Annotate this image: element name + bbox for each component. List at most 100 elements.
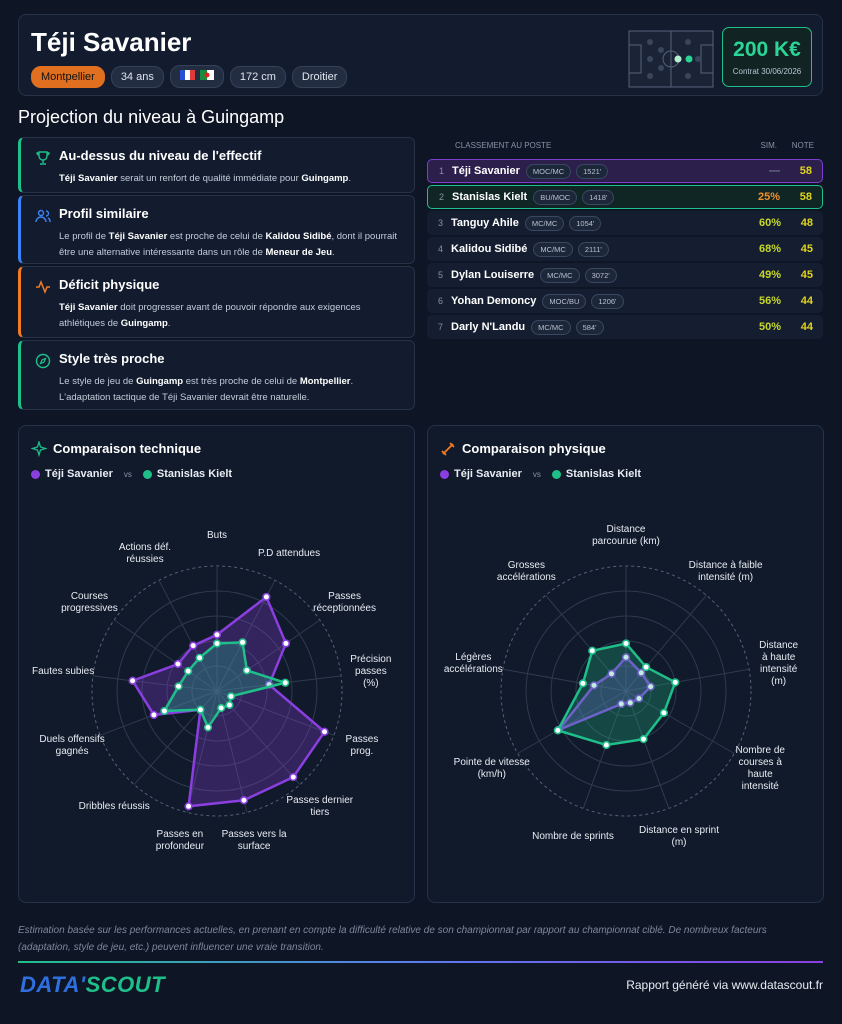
ranking-row: 2 Stanislas Kielt BU/MOC 1418' 25% 58: [427, 185, 823, 209]
price: 200 K€: [733, 38, 801, 61]
ranking-row: 4 Kalidou Sidibé MC/MC 2111' 68% 45: [427, 237, 823, 261]
radar-point: [281, 678, 290, 687]
legend: Téji Savanier vs Stanislas Kielt: [440, 468, 641, 480]
player-name: Stanislas Kielt: [452, 191, 528, 203]
tags: Montpellier 34 ans 172 cm Droitier: [31, 65, 348, 88]
radar-point: [589, 681, 599, 690]
rank: 4: [437, 244, 443, 254]
axis-label: Pointe de vitesse (km/h): [453, 756, 530, 780]
similarity: 68%: [758, 243, 781, 255]
radar-point: [149, 710, 158, 720]
insight-title: Déficit physique: [59, 277, 160, 292]
spoke: [158, 580, 218, 692]
insight-text: Téji Savanier doit progresser avant de p…: [59, 300, 400, 332]
spoke: [517, 690, 627, 754]
position-tag: MC/MC: [540, 267, 580, 283]
insight-title: Au-dessus du niveau de l'effectif: [59, 148, 262, 163]
radar-point: [128, 676, 137, 685]
chart-title: Comparaison physique: [462, 441, 606, 456]
spoke: [216, 690, 335, 736]
position-tag: MC/MC: [531, 319, 571, 335]
spoke: [133, 690, 218, 785]
legend-label: Téji Savanier: [454, 468, 522, 480]
similarity: —: [769, 165, 780, 177]
player-name: Tanguy Ahile: [451, 217, 519, 229]
player-name: Téji Savanier: [452, 165, 520, 177]
insight-title: Profil similaire: [59, 206, 149, 221]
axis-label: P.D attendues: [257, 547, 321, 559]
flag-icons: [179, 70, 214, 80]
radar-point: [320, 727, 329, 736]
axis-label: Nombre de courses à haute intensité: [735, 744, 785, 792]
minutes-tag: 2111': [577, 241, 609, 257]
radar-point: [621, 653, 631, 662]
text-segment: .: [167, 318, 171, 329]
ranking-title: CLASSEMENT AU POSTE: [455, 141, 552, 150]
player-name: Téji Savanier: [31, 27, 192, 57]
legend-swatch: [551, 469, 561, 479]
radar-area: [554, 655, 653, 733]
chart-icon: [441, 442, 455, 456]
axis-label: Actions déf. réussies: [118, 541, 172, 565]
radar-point: [659, 708, 668, 717]
radar-point: [174, 682, 183, 691]
minutes-tag: 1418': [582, 189, 615, 205]
credit: Rapport généré via www.datascout.fr: [626, 978, 823, 992]
insight-card: Au-dessus du niveau de l'effectif Téji Sa…: [18, 137, 415, 193]
radar-point: [262, 592, 271, 602]
radar-point: [646, 682, 655, 691]
axis-label: Courses progressives: [61, 590, 118, 614]
radar-point: [226, 692, 236, 701]
radar-point: [184, 667, 193, 676]
axis-label: Grosses accélérations: [496, 560, 556, 584]
axis-label: Distance à faible intensité (m): [688, 560, 763, 584]
minutes-tag: 3072': [584, 267, 617, 283]
age-tag: 34 ans: [110, 65, 164, 88]
insight-text: Le style de jeu de Guingamp est très pro…: [59, 374, 400, 406]
player-name: Kalidou Sidibé: [451, 243, 528, 255]
text-segment: . L'adaptation tactique de Téji Savanier…: [59, 376, 354, 403]
text-segment: Guingamp: [301, 173, 349, 184]
axis-label: Légères accélérations: [443, 652, 503, 676]
spoke: [92, 675, 218, 692]
axis-label: Buts: [206, 530, 228, 541]
player-name: Yohan Demoncy: [451, 295, 537, 307]
height-tag: 172 cm: [229, 65, 286, 88]
similarity: 25%: [757, 191, 780, 203]
legend-label: Téji Savanier: [45, 468, 113, 480]
text-segment: Guingamp: [136, 376, 184, 387]
text-segment: est très proche de celui de: [183, 376, 300, 387]
ranking-row: 3 Tanguy Ahile MC/MC 1054' 60% 48: [427, 211, 823, 235]
axis-label: Distance en sprint (m): [638, 824, 720, 848]
text-segment: doit progresser avant de pouvoir répondr…: [59, 302, 361, 329]
similarity: 50%: [758, 321, 781, 333]
legend-swatch: [142, 469, 152, 479]
ranking-row: 6 Yohan Demoncy MOC/BU 1206' 56% 44: [427, 289, 823, 313]
chart-panel: Comparaison physique Téji Savanier vs Stani…: [427, 425, 824, 903]
rank: 5: [437, 270, 443, 280]
text-segment: Le style de jeu de: [59, 376, 137, 387]
axis-label: Passes en profondeur: [155, 829, 205, 853]
radar-chart: [500, 565, 752, 817]
legend-swatch: [31, 469, 40, 479]
axis-label: Nombre de sprints: [532, 830, 614, 842]
spoke: [216, 619, 321, 692]
rank: 6: [437, 296, 443, 306]
radar-point: [553, 726, 562, 735]
radar-point: [195, 653, 204, 662]
insight-text: Le profil de Téji Savanier est proche de…: [59, 229, 400, 261]
insight-icon: [36, 279, 50, 295]
spoke: [625, 668, 750, 692]
similarity: 56%: [758, 295, 781, 307]
position-tag: BU/MOC: [533, 189, 578, 205]
position-tag: MC/MC: [524, 215, 565, 231]
radar-point: [242, 666, 251, 675]
axis-label: Passes réceptionnées: [313, 590, 376, 614]
foot-tag: Droitier: [291, 65, 348, 88]
insight-card: Déficit physique Téji Savanier doit progr…: [18, 266, 415, 338]
text-segment: Guingamp: [120, 318, 168, 329]
radar-point: [173, 659, 183, 669]
text-segment: Meneur de Jeu: [265, 247, 333, 258]
radar-point: [184, 802, 193, 811]
radar-point: [578, 679, 588, 688]
